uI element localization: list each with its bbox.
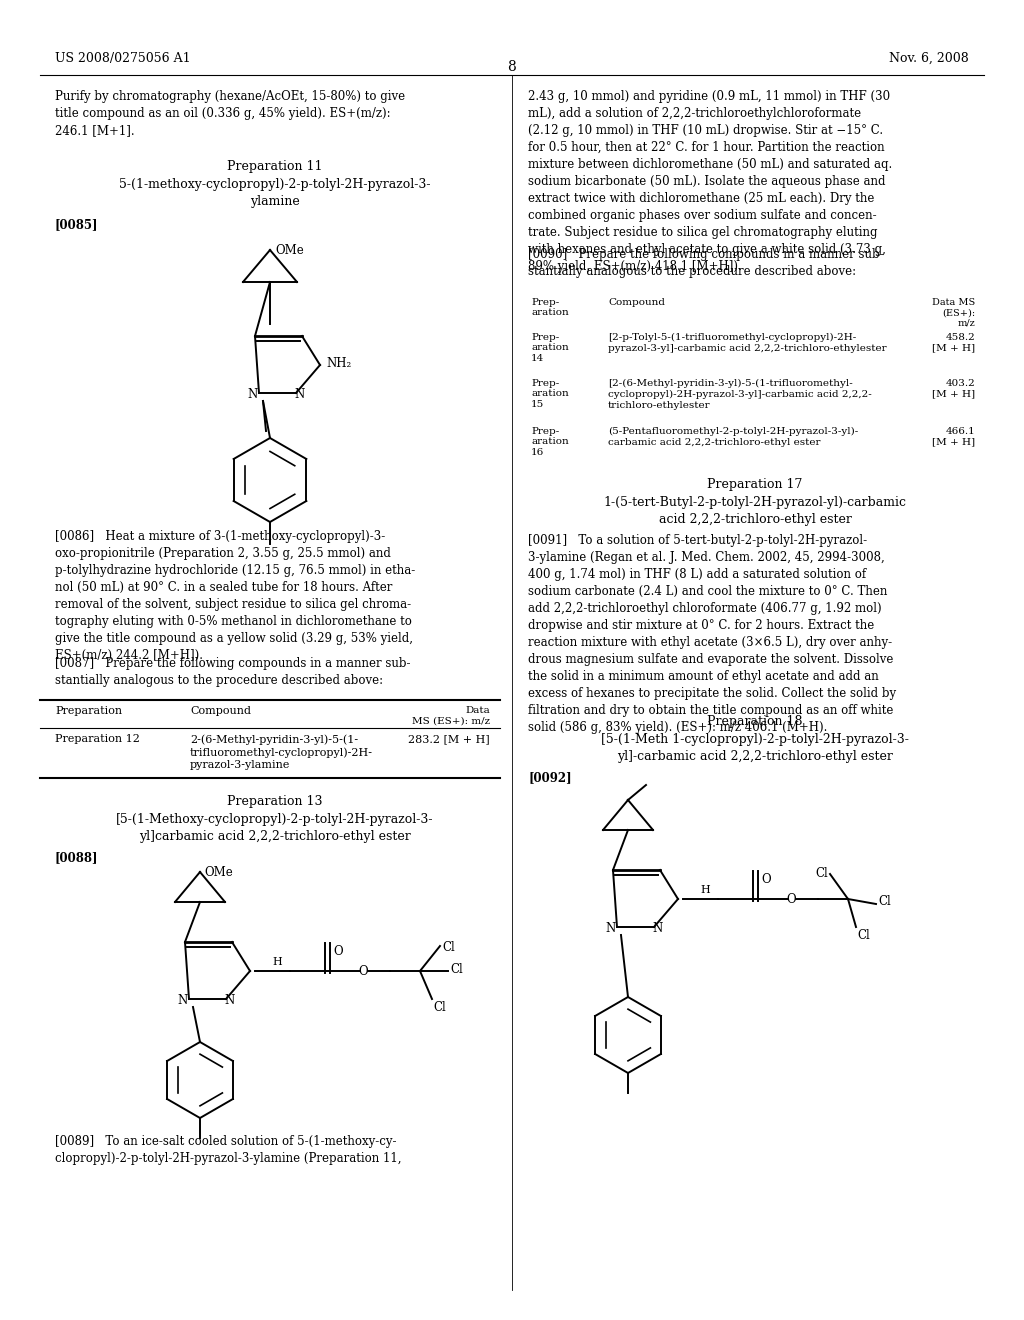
Text: [0091]   To a solution of 5-tert-butyl-2-p-tolyl-2H-pyrazol-
3-ylamine (Regan et: [0091] To a solution of 5-tert-butyl-2-p… (528, 535, 896, 734)
Text: Purify by chromatography (hexane/AcOEt, 15-80%) to give
title compound as an oil: Purify by chromatography (hexane/AcOEt, … (55, 90, 406, 137)
Text: (5-Pentafluoromethyl-2-p-tolyl-2H-pyrazol-3-yl)-
carbamic acid 2,2,2-trichloro-e: (5-Pentafluoromethyl-2-p-tolyl-2H-pyrazo… (608, 426, 858, 447)
Text: 2.43 g, 10 mmol) and pyridine (0.9 mL, 11 mmol) in THF (30
mL), add a solution o: 2.43 g, 10 mmol) and pyridine (0.9 mL, 1… (528, 90, 892, 273)
Text: 458.2
[M + H]: 458.2 [M + H] (932, 333, 975, 352)
Text: Data
MS (ES+): m/z: Data MS (ES+): m/z (412, 706, 490, 726)
Text: [5-(1-Meth 1-cyclopropyl)-2-p-tolyl-2H-pyrazol-3-
yl]-carbamic acid 2,2,2-trichl: [5-(1-Meth 1-cyclopropyl)-2-p-tolyl-2H-p… (601, 733, 909, 763)
Text: N: N (224, 994, 234, 1007)
Text: Prep-
aration
15: Prep- aration 15 (531, 379, 568, 409)
Text: US 2008/0275056 A1: US 2008/0275056 A1 (55, 51, 190, 65)
Text: H: H (272, 957, 282, 968)
Text: OMe: OMe (275, 244, 304, 257)
Text: 1-(5-tert-Butyl-2-p-tolyl-2H-pyrazol-yl)-carbamic
acid 2,2,2-trichloro-ethyl est: 1-(5-tert-Butyl-2-p-tolyl-2H-pyrazol-yl)… (603, 496, 906, 525)
Text: O: O (786, 894, 796, 906)
Text: OMe: OMe (204, 866, 232, 879)
Text: Nov. 6, 2008: Nov. 6, 2008 (889, 51, 969, 65)
Text: O: O (761, 873, 771, 886)
Text: 2-(6-Methyl-pyridin-3-yl)-5-(1-
trifluoromethyl-cyclopropyl)-2H-
pyrazol-3-ylami: 2-(6-Methyl-pyridin-3-yl)-5-(1- trifluor… (190, 734, 373, 770)
Text: Preparation 18: Preparation 18 (708, 715, 803, 729)
Text: 8: 8 (508, 59, 516, 74)
Text: NH₂: NH₂ (326, 356, 351, 370)
Text: 283.2 [M + H]: 283.2 [M + H] (409, 734, 490, 744)
Text: [0085]: [0085] (55, 218, 98, 231)
Text: Cl: Cl (815, 867, 828, 880)
Text: Data MS
(ES+):
m/z: Data MS (ES+): m/z (932, 298, 975, 327)
Text: Cl: Cl (878, 895, 891, 908)
Text: [0090]   Prepare the following compounds in a manner sub-
stantially analogous t: [0090] Prepare the following compounds i… (528, 248, 884, 279)
Text: 5-(1-methoxy-cyclopropyl)-2-p-tolyl-2H-pyrazol-3-
ylamine: 5-(1-methoxy-cyclopropyl)-2-p-tolyl-2H-p… (119, 178, 431, 209)
Text: Preparation: Preparation (55, 706, 122, 715)
Text: Cl: Cl (450, 964, 463, 975)
Text: Prep-
aration: Prep- aration (531, 298, 568, 317)
Text: N: N (294, 388, 304, 401)
Text: [2-(6-Methyl-pyridin-3-yl)-5-(1-trifluoromethyl-
cyclopropyl)-2H-pyrazol-3-yl]-c: [2-(6-Methyl-pyridin-3-yl)-5-(1-trifluor… (608, 379, 871, 411)
Text: Compound: Compound (608, 298, 665, 308)
Text: N: N (605, 921, 615, 935)
Text: N: N (177, 994, 187, 1007)
Text: 466.1
[M + H]: 466.1 [M + H] (932, 426, 975, 446)
Text: O: O (333, 945, 343, 958)
Text: Cl: Cl (857, 929, 869, 942)
Text: [0086]   Heat a mixture of 3-(1-methoxy-cyclopropyl)-3-
oxo-propionitrile (Prepa: [0086] Heat a mixture of 3-(1-methoxy-cy… (55, 531, 416, 663)
Text: Cl: Cl (433, 1001, 445, 1014)
Text: Cl: Cl (442, 941, 455, 954)
Text: Compound: Compound (190, 706, 251, 715)
Text: Prep-
aration
16: Prep- aration 16 (531, 426, 568, 457)
Text: Preparation 17: Preparation 17 (708, 478, 803, 491)
Text: Preparation 12: Preparation 12 (55, 734, 140, 744)
Text: 403.2
[M + H]: 403.2 [M + H] (932, 379, 975, 399)
Text: O: O (358, 965, 368, 978)
Text: [5-(1-Methoxy-cyclopropyl)-2-p-tolyl-2H-pyrazol-3-
yl]carbamic acid 2,2,2-trichl: [5-(1-Methoxy-cyclopropyl)-2-p-tolyl-2H-… (117, 813, 434, 843)
Text: [0092]: [0092] (528, 771, 571, 784)
Text: [0087]   Prepare the following compounds in a manner sub-
stantially analogous t: [0087] Prepare the following compounds i… (55, 657, 411, 686)
Text: Prep-
aration
14: Prep- aration 14 (531, 333, 568, 363)
Text: H: H (700, 884, 710, 895)
Text: Preparation 11: Preparation 11 (227, 160, 323, 173)
Text: [2-p-Tolyl-5-(1-trifluoromethyl-cyclopropyl)-2H-
pyrazol-3-yl]-carbamic acid 2,2: [2-p-Tolyl-5-(1-trifluoromethyl-cyclopro… (608, 333, 887, 354)
Text: [0088]: [0088] (55, 851, 98, 865)
Text: N: N (247, 388, 257, 401)
Text: Preparation 13: Preparation 13 (227, 795, 323, 808)
Text: N: N (652, 921, 663, 935)
Text: [0089]   To an ice-salt cooled solution of 5-(1-methoxy-cy-
clopropyl)-2-p-tolyl: [0089] To an ice-salt cooled solution of… (55, 1135, 401, 1166)
